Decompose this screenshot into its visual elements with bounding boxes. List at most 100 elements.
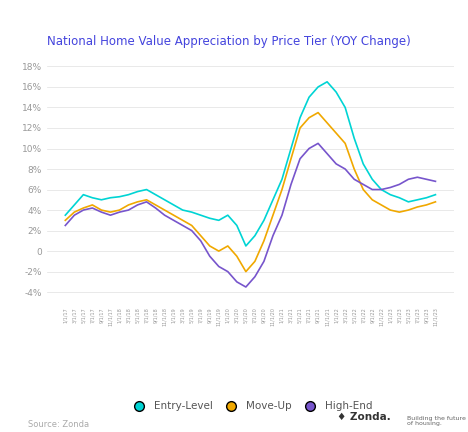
High-End <box>288 182 294 187</box>
Move-Up <box>171 213 176 218</box>
Move-Up <box>216 248 221 254</box>
Move-Up <box>99 207 104 213</box>
High-End <box>117 210 122 215</box>
Move-Up <box>207 243 212 248</box>
High-End <box>379 187 384 192</box>
Move-Up <box>80 206 86 211</box>
Move-Up <box>369 197 375 202</box>
Entry-Level <box>297 115 303 121</box>
High-End <box>315 141 321 146</box>
Entry-Level <box>415 197 420 202</box>
Move-Up <box>180 218 185 223</box>
High-End <box>343 166 348 172</box>
Text: ♦ Zonda.: ♦ Zonda. <box>337 413 391 422</box>
Entry-Level <box>396 195 402 200</box>
High-End <box>99 210 104 215</box>
Entry-Level <box>180 207 185 213</box>
Move-Up <box>360 187 366 192</box>
Move-Up <box>89 202 95 207</box>
High-End <box>126 207 132 213</box>
Entry-Level <box>108 195 113 200</box>
Entry-Level <box>144 187 149 192</box>
High-End <box>180 223 185 228</box>
Entry-Level <box>198 213 204 218</box>
High-End <box>360 182 366 187</box>
High-End <box>135 202 140 207</box>
Entry-Level <box>270 197 276 202</box>
High-End <box>171 218 176 223</box>
Entry-Level <box>234 223 240 228</box>
Move-Up <box>333 130 339 136</box>
Move-Up <box>243 269 249 274</box>
Line: Move-Up: Move-Up <box>66 113 435 272</box>
Entry-Level <box>360 161 366 166</box>
Move-Up <box>396 210 402 215</box>
Entry-Level <box>288 146 294 151</box>
Entry-Level <box>324 79 330 84</box>
Move-Up <box>126 202 132 207</box>
Entry-Level <box>406 199 411 204</box>
High-End <box>80 207 86 213</box>
Move-Up <box>379 202 384 207</box>
High-End <box>234 280 240 285</box>
Entry-Level <box>432 192 438 197</box>
Entry-Level <box>351 136 357 141</box>
High-End <box>432 179 438 184</box>
Text: Source: Zonda: Source: Zonda <box>28 419 89 429</box>
Entry-Level <box>171 202 176 207</box>
High-End <box>89 206 95 211</box>
High-End <box>189 228 195 233</box>
High-End <box>153 206 158 211</box>
Entry-Level <box>343 105 348 110</box>
Line: High-End: High-End <box>66 143 435 287</box>
Move-Up <box>415 204 420 210</box>
High-End <box>207 254 212 259</box>
Move-Up <box>108 210 113 215</box>
Entry-Level <box>80 192 86 197</box>
Line: Entry-Level: Entry-Level <box>66 82 435 246</box>
Move-Up <box>297 125 303 130</box>
Move-Up <box>63 218 68 223</box>
High-End <box>270 233 276 238</box>
Text: Building the future
of housing.: Building the future of housing. <box>407 416 466 426</box>
Entry-Level <box>424 195 429 200</box>
Move-Up <box>324 120 330 125</box>
High-End <box>72 213 77 218</box>
High-End <box>261 259 267 264</box>
Entry-Level <box>252 233 258 238</box>
Move-Up <box>343 141 348 146</box>
Move-Up <box>306 115 312 121</box>
Entry-Level <box>126 192 132 197</box>
Entry-Level <box>162 197 168 202</box>
Move-Up <box>432 199 438 204</box>
Move-Up <box>261 238 267 244</box>
Move-Up <box>135 199 140 204</box>
Entry-Level <box>225 213 231 218</box>
Entry-Level <box>153 192 158 197</box>
Entry-Level <box>99 197 104 202</box>
Move-Up <box>225 243 231 248</box>
High-End <box>279 213 285 218</box>
Move-Up <box>144 197 149 202</box>
High-End <box>297 156 303 162</box>
High-End <box>108 213 113 218</box>
Entry-Level <box>388 192 393 197</box>
High-End <box>162 213 168 218</box>
Move-Up <box>388 207 393 213</box>
Move-Up <box>72 210 77 215</box>
Move-Up <box>279 187 285 192</box>
High-End <box>324 151 330 156</box>
High-End <box>396 182 402 187</box>
High-End <box>406 177 411 182</box>
High-End <box>333 161 339 166</box>
Entry-Level <box>261 218 267 223</box>
Entry-Level <box>135 189 140 194</box>
High-End <box>306 146 312 151</box>
Move-Up <box>252 259 258 264</box>
High-End <box>388 185 393 190</box>
Move-Up <box>189 223 195 228</box>
Entry-Level <box>72 202 77 207</box>
Entry-Level <box>333 89 339 95</box>
Move-Up <box>424 202 429 207</box>
Move-Up <box>406 207 411 213</box>
